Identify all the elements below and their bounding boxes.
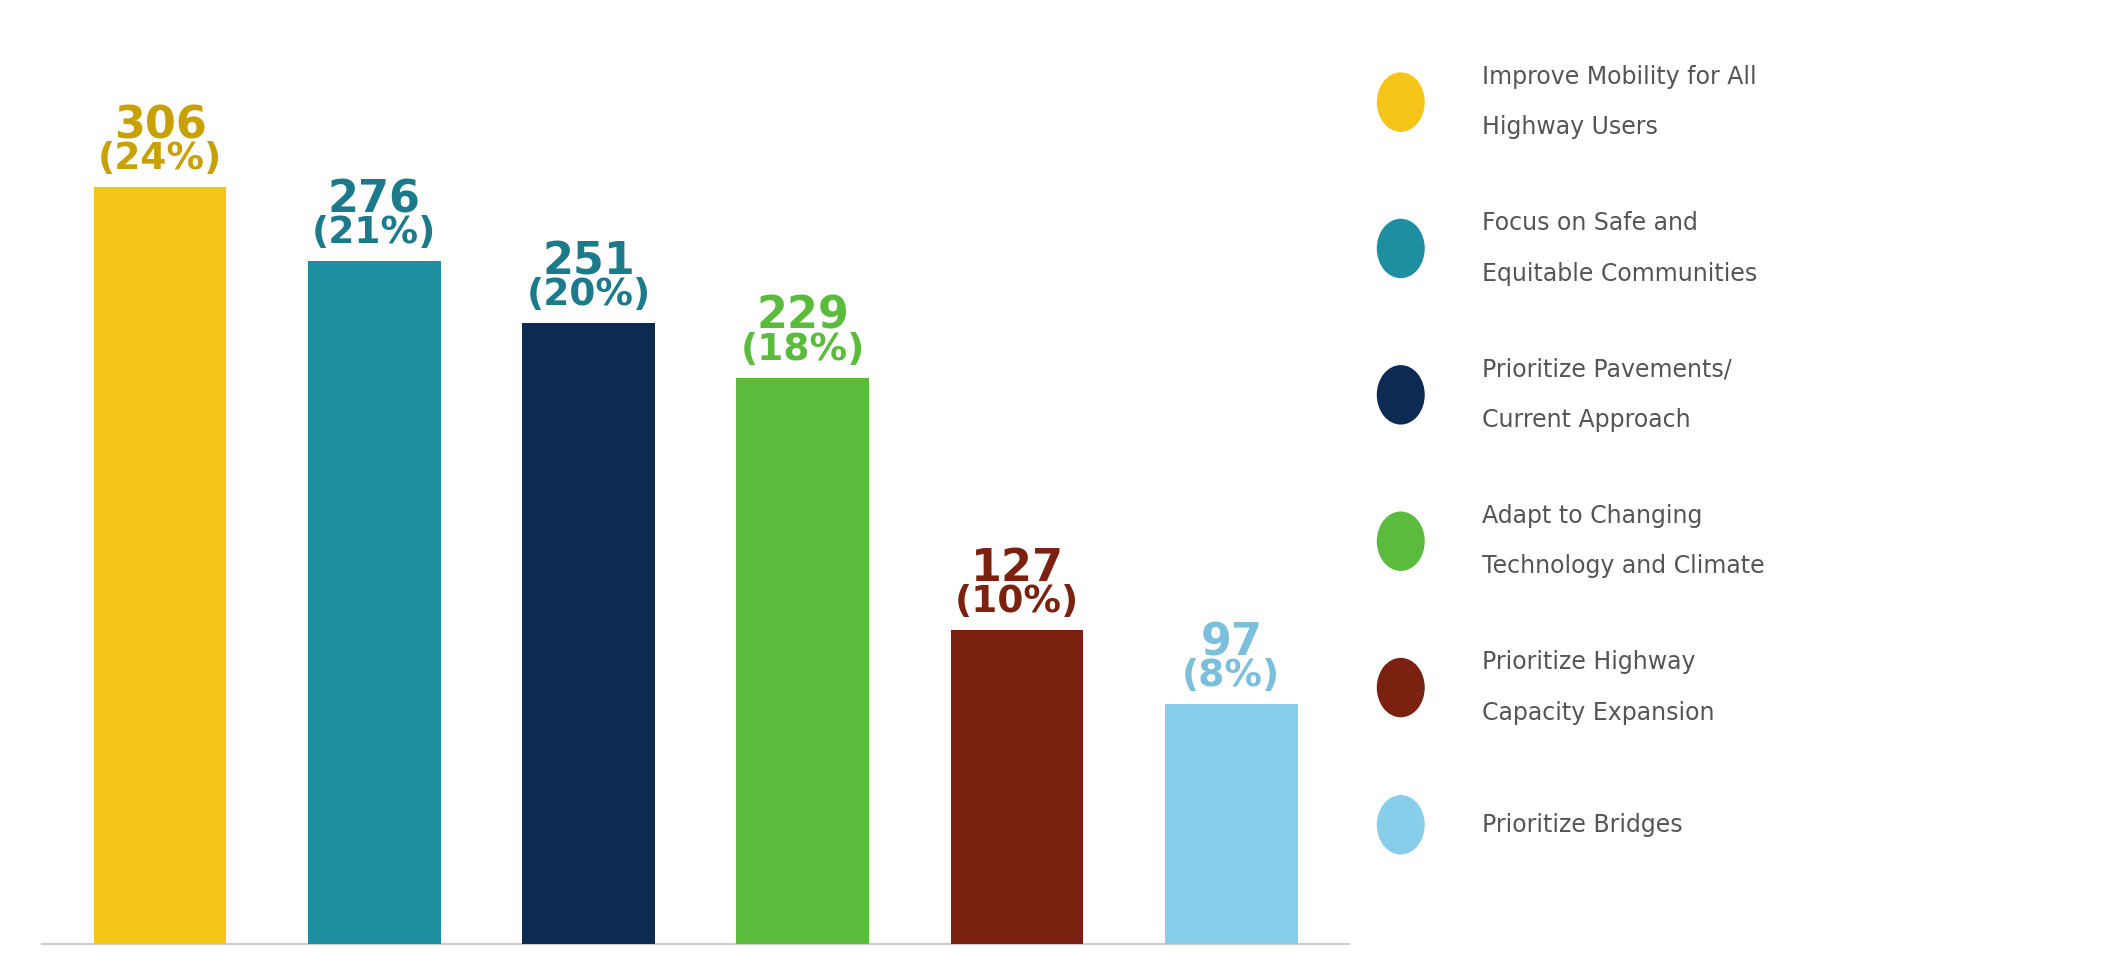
Text: (24%): (24%) xyxy=(97,142,221,177)
Text: Technology and Climate: Technology and Climate xyxy=(1482,555,1764,579)
Text: 229: 229 xyxy=(757,295,850,338)
Bar xyxy=(93,187,226,944)
Bar xyxy=(736,377,868,944)
Bar xyxy=(1166,704,1299,944)
Ellipse shape xyxy=(1377,219,1425,278)
Text: 251: 251 xyxy=(542,241,635,283)
Text: 127: 127 xyxy=(970,547,1065,590)
Text: 97: 97 xyxy=(1199,621,1263,664)
Text: (10%): (10%) xyxy=(955,584,1079,620)
Text: Focus on Safe and: Focus on Safe and xyxy=(1482,211,1697,235)
Text: (8%): (8%) xyxy=(1183,658,1280,694)
Bar xyxy=(308,261,441,944)
Text: Prioritize Pavements/: Prioritize Pavements/ xyxy=(1482,357,1731,381)
Ellipse shape xyxy=(1377,511,1425,571)
Ellipse shape xyxy=(1377,658,1425,717)
Text: Current Approach: Current Approach xyxy=(1482,408,1691,432)
Bar xyxy=(523,324,656,944)
Text: 276: 276 xyxy=(327,179,422,221)
Text: Prioritize Highway: Prioritize Highway xyxy=(1482,650,1695,674)
Text: (18%): (18%) xyxy=(740,331,864,368)
Bar xyxy=(951,630,1084,944)
Text: Improve Mobility for All: Improve Mobility for All xyxy=(1482,65,1756,89)
Ellipse shape xyxy=(1377,365,1425,425)
Text: 306: 306 xyxy=(114,105,207,147)
Text: Highway Users: Highway Users xyxy=(1482,116,1657,140)
Text: Adapt to Changing: Adapt to Changing xyxy=(1482,504,1703,528)
Ellipse shape xyxy=(1377,795,1425,854)
Text: Prioritize Bridges: Prioritize Bridges xyxy=(1482,813,1682,837)
Text: Equitable Communities: Equitable Communities xyxy=(1482,262,1758,286)
Text: Capacity Expansion: Capacity Expansion xyxy=(1482,701,1714,725)
Text: (21%): (21%) xyxy=(312,216,436,251)
Ellipse shape xyxy=(1377,72,1425,132)
Text: (20%): (20%) xyxy=(527,277,651,313)
